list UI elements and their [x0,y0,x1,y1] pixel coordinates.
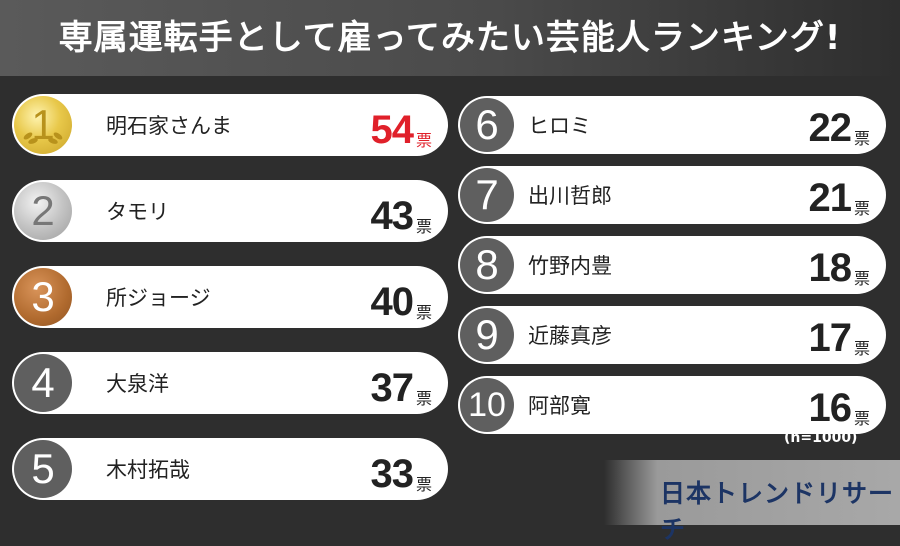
celebrity-name: 阿部寛 [528,394,591,418]
vote-unit: 票 [853,339,870,358]
rank-number: 2 [31,187,55,234]
rank-number: 10 [468,385,506,424]
brand-logo: 日本トレンドリサーチ [660,479,895,544]
vote-count: 43 票 [370,180,432,242]
vote-value: 40 [370,280,413,324]
rank-number: 7 [475,171,499,218]
vote-count: 40 票 [370,266,432,328]
vote-count: 16 票 [808,376,870,434]
ranking-row: 7 出川哲郎 21 票 [458,166,886,224]
logo-background [604,460,900,525]
title-banner [0,0,900,76]
ranking-row: 6 ヒロミ 22 票 [458,96,886,154]
vote-unit: 票 [853,409,870,428]
ranking-row: 10 阿部寛 16 票 [458,376,886,434]
rank-badge: 10 [460,378,514,432]
rank-number: 8 [475,241,499,288]
vote-unit: 票 [853,199,870,218]
rank-badge: 8 [460,238,514,292]
celebrity-name: 竹野内豊 [528,254,612,278]
vote-value: 21 [808,176,851,220]
celebrity-name: 所ジョージ [106,286,211,310]
celebrity-name: 近藤真彦 [528,324,612,348]
celebrity-name: ヒロミ [528,114,591,138]
rank-number: 3 [31,273,55,320]
celebrity-name: 大泉洋 [106,372,169,396]
vote-unit: 票 [853,129,870,148]
chart-title: 専属運転手として雇ってみたい芸能人ランキング! [58,18,842,58]
vote-value: 16 [808,386,851,430]
vote-count: 18 票 [808,236,870,294]
rank-number: 1 [31,101,55,148]
rank-badge: 4 [14,354,72,412]
vote-unit: 票 [415,131,432,150]
rank-badge: 2 [14,182,72,240]
ranking-row: 4 大泉洋 37 票 [12,352,448,414]
rank-badge: 6 [460,98,514,152]
vote-count: 54 票 [370,94,432,156]
vote-unit: 票 [415,389,432,408]
vote-count: 17 票 [808,306,870,364]
rank-badge: 3 [14,268,72,326]
ranking-row: 3 所ジョージ 40 票 [12,266,448,328]
sample-size-note: (n=1000) [784,430,858,446]
vote-unit: 票 [415,217,432,236]
rank-number: 6 [475,101,499,148]
vote-unit: 票 [415,475,432,494]
rank-number: 5 [31,445,55,492]
ranking-row: 9 近藤真彦 17 票 [458,306,886,364]
rank-badge: 7 [460,168,514,222]
ranking-row: 8 竹野内豊 18 票 [458,236,886,294]
vote-count: 33 票 [370,438,432,500]
rank-badge: 5 [14,440,72,498]
vote-value: 37 [370,366,413,410]
vote-value: 18 [808,246,851,290]
vote-value: 22 [808,106,851,150]
celebrity-name: 明石家さんま [106,114,232,138]
ranking-row: 5 木村拓哉 33 票 [12,438,448,500]
rank-badge: 1 [14,96,72,154]
celebrity-name: 木村拓哉 [106,458,190,482]
vote-count: 21 票 [808,166,870,224]
vote-unit: 票 [415,303,432,322]
vote-value: 43 [370,194,413,238]
vote-value: 33 [370,452,413,496]
ranking-row: 2 タモリ 43 票 [12,180,448,242]
vote-count: 37 票 [370,352,432,414]
celebrity-name: 出川哲郎 [528,184,612,208]
vote-count: 22 票 [808,96,870,154]
ranking-row: 1 明石家さんま 54 票 [12,94,448,156]
laurel-icon [23,132,63,144]
rank-badge: 9 [460,308,514,362]
celebrity-name: タモリ [106,200,169,224]
rank-number: 4 [31,359,55,406]
vote-value: 54 [370,108,413,152]
vote-unit: 票 [853,269,870,288]
rank-number: 9 [475,311,499,358]
vote-value: 17 [808,316,851,360]
